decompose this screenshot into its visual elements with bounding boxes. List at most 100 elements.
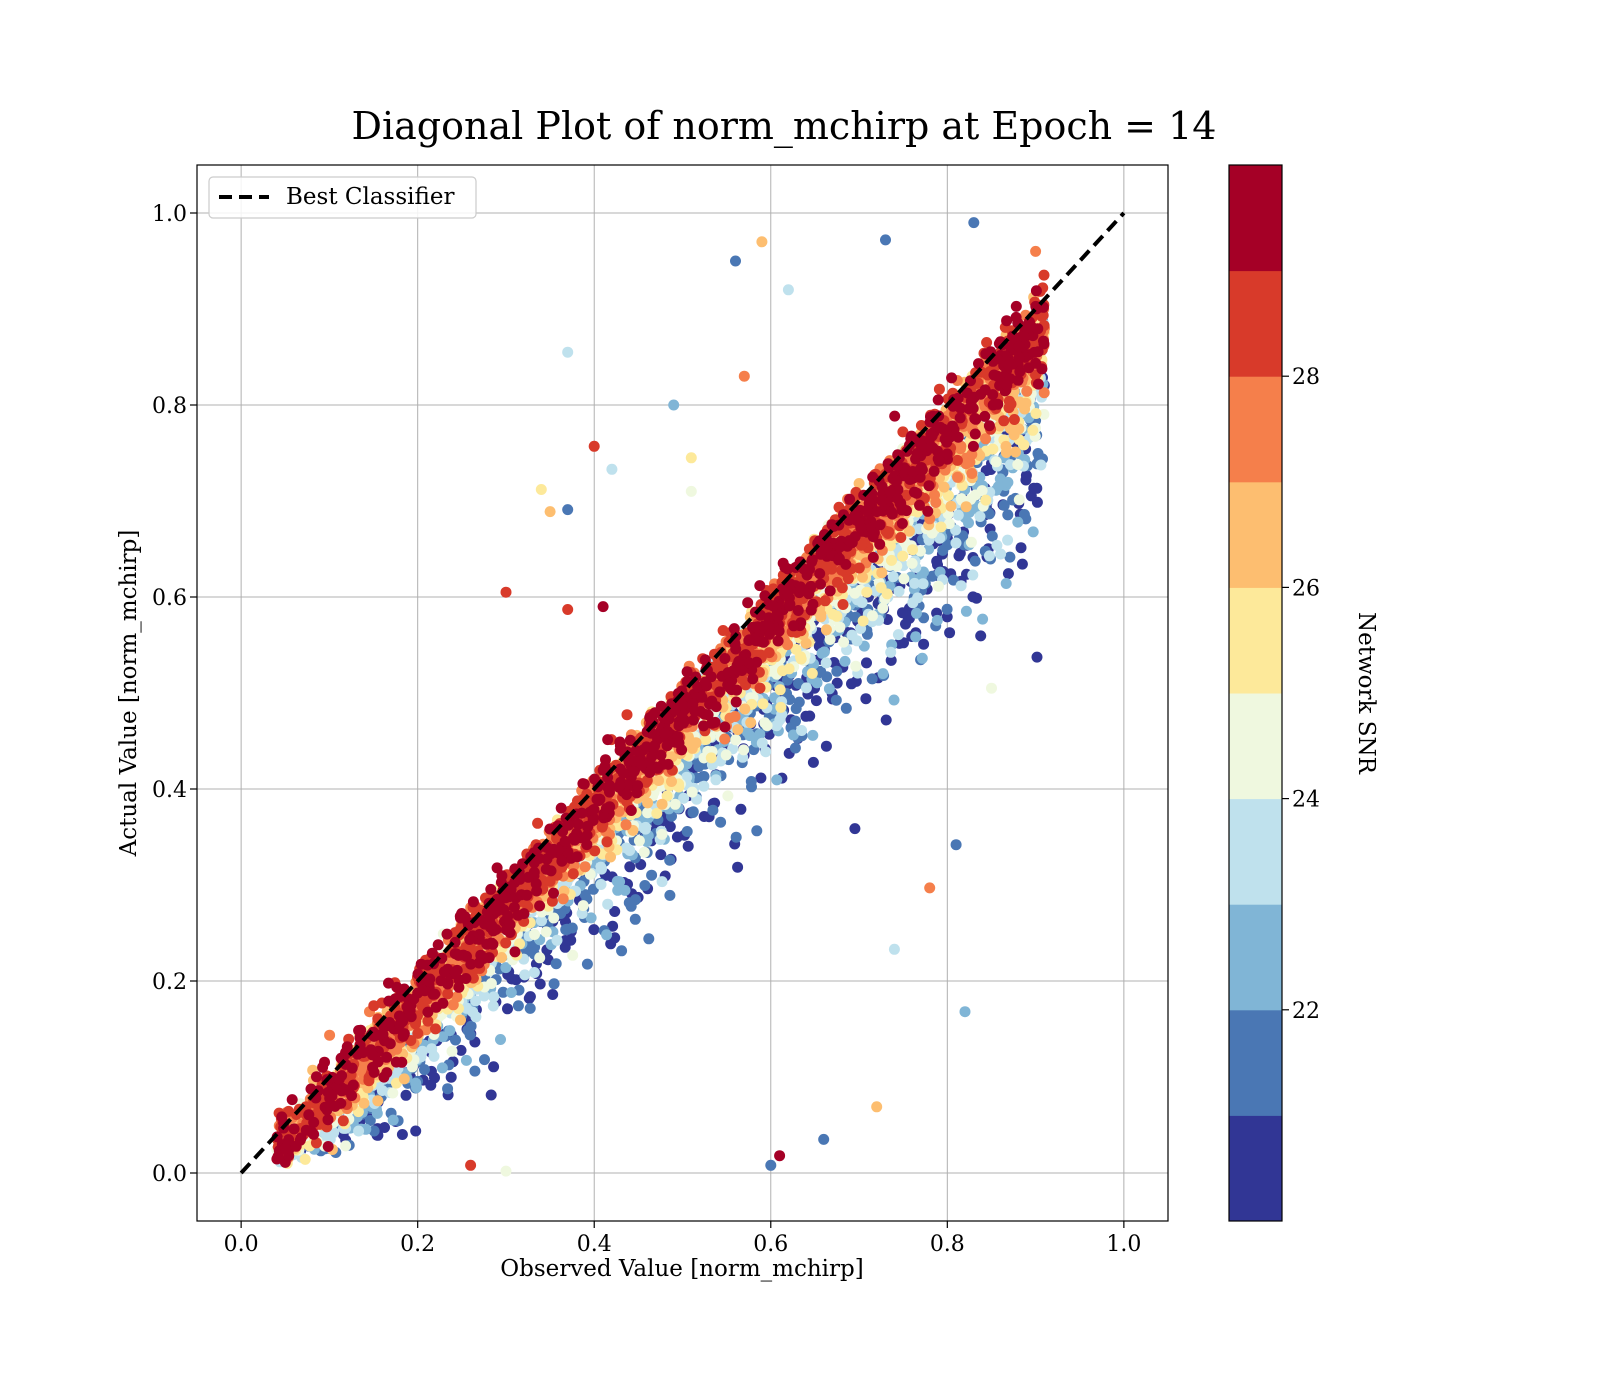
scatter-point [941,603,953,615]
scatter-point [823,683,835,695]
scatter-points [271,217,1050,1177]
scatter-point [990,456,1002,468]
scatter-point [469,1065,481,1077]
scatter-point [595,879,607,890]
scatter-point [664,854,676,866]
scatter-point [685,485,697,497]
scatter-point [867,610,878,622]
scatter-point [1018,509,1030,520]
scatter-point [581,958,593,970]
scatter-point [952,509,964,521]
scatter-point [1012,516,1024,528]
scatter-point [425,1079,437,1091]
scatter-point [756,236,768,248]
scatter-point [806,667,818,679]
scatter-point [885,654,897,666]
scatter-point [364,1115,376,1126]
scatter-point [857,571,868,583]
scatter-point [547,989,559,1000]
scatter-point [487,1000,499,1012]
scatter-point [606,463,618,475]
scatter-point [639,880,651,891]
scatter-point [885,646,897,658]
scatter-point [624,861,636,873]
scatter-point [967,569,979,581]
scatter-point [536,915,547,927]
scatter-point [995,548,1007,560]
scatter-point [605,851,616,863]
scatter-point [739,703,751,715]
scatter-point [444,1025,456,1037]
scatter-point [529,929,540,940]
scatter-point [820,657,832,669]
scatter-point [669,798,681,810]
scatter-point [730,255,741,267]
scatter-point [358,1097,370,1109]
scatter-point [512,1000,524,1012]
scatter-point [638,846,650,858]
scatter-point [980,494,992,506]
scatter-point [535,484,547,495]
scatter-point [624,845,636,856]
scatter-point [488,1061,500,1073]
scatter-point [1030,408,1042,419]
scatter-point [478,990,490,1002]
scatter-point [559,935,571,946]
scatter-point [824,634,836,645]
scatter-point [690,737,702,749]
scatter-point [437,1031,448,1043]
scatter-point [548,978,560,990]
scatter-point [495,1034,506,1045]
scatter-point [455,1044,467,1056]
scatter-point [566,922,578,934]
scatter-point [500,962,512,974]
scatter-point [1004,551,1016,563]
scatter-point [955,580,967,592]
scatter-point [782,284,794,296]
scatter-point [887,571,899,583]
scatter-point [800,682,812,694]
scatter-point [800,710,812,722]
scatter-point [756,737,768,749]
scatter-point [446,1045,458,1057]
scatter-point [765,1159,777,1171]
scatter-point [897,607,908,619]
scatter-point [502,1003,513,1015]
scatter-point [550,958,562,970]
scatter-point [562,504,574,516]
scatter-point [428,1050,440,1062]
scatter-point [886,554,897,566]
scatter-point [638,822,650,834]
scatter-point [846,678,857,690]
scatter-point [745,717,757,729]
scatter-point [838,636,850,648]
scatter-point [877,602,889,614]
scatter-point [735,803,747,815]
scatter-point [506,973,518,985]
scatter-point [818,1133,830,1145]
scatter-point [523,992,535,1004]
scatter-point [534,978,546,990]
scatter-point [888,943,900,955]
scatter-point [465,1020,477,1032]
scatter-point [1035,459,1047,471]
scatter-point [646,869,658,881]
scatter-point [937,544,949,556]
scatter-point [528,967,540,978]
scatter-point [931,555,943,567]
scatter-point [685,452,697,464]
scatter-point [818,646,830,658]
scatter-point [464,1029,476,1041]
scatter-point [505,987,517,998]
scatter-point [909,577,921,589]
scatter-point [643,933,655,945]
scatter-point [299,1153,311,1165]
scatter-point [965,536,977,548]
scatter-point [368,1125,380,1137]
scatter-point [1002,476,1014,488]
scatter-point [700,734,711,745]
scatter-point [398,1073,410,1085]
scatter-point [839,655,851,667]
scatter-point [820,624,832,636]
